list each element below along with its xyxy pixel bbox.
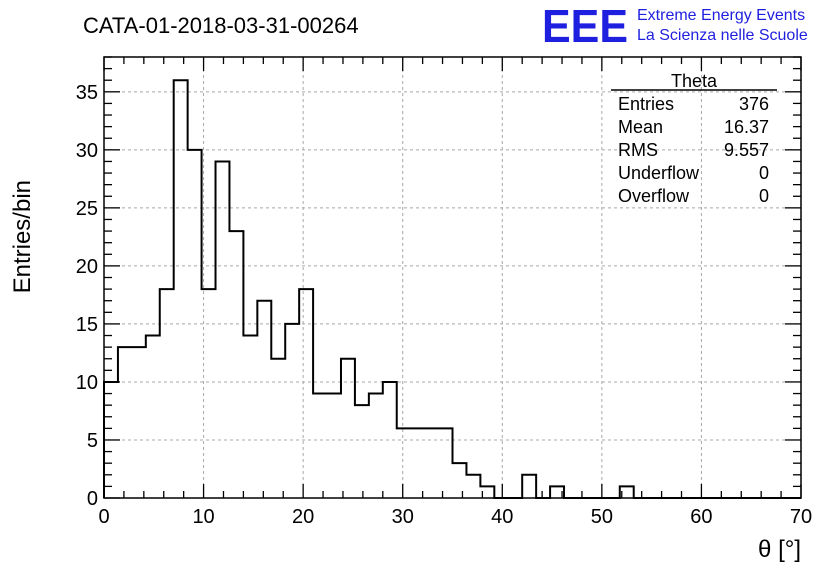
x-tick-label: 40 (491, 506, 513, 528)
eee-logo: EEE (542, 0, 628, 52)
x-axis-label: θ [°] (758, 536, 801, 563)
x-tick-label: 50 (591, 506, 613, 528)
histogram-bin (341, 359, 355, 498)
y-tick-label: 25 (76, 198, 98, 220)
histogram-bin (411, 428, 425, 498)
y-tick-label: 20 (76, 256, 98, 278)
stats-value: 0 (759, 163, 769, 183)
histogram-bin (174, 80, 188, 498)
x-tick-label: 20 (292, 506, 314, 528)
histogram-bin (355, 405, 369, 498)
histogram-bin (160, 289, 174, 498)
histogram-bin (466, 475, 480, 498)
histogram-bin (118, 347, 132, 498)
histogram-bin (522, 475, 536, 498)
y-tick-label: 0 (87, 488, 98, 510)
y-tick-label: 30 (76, 140, 98, 162)
histogram-bin (425, 428, 439, 498)
histogram-bin (257, 301, 271, 498)
stats-value: 0 (759, 186, 769, 206)
x-tick-label: 30 (392, 506, 414, 528)
histogram-bin (453, 463, 467, 498)
histogram-bin (313, 394, 327, 498)
stats-label: Underflow (618, 163, 700, 183)
histogram-bin (229, 231, 243, 498)
logo-line-2: La Scienza nelle Scuole (637, 27, 808, 44)
y-tick-label: 35 (76, 82, 98, 104)
histogram-bin (299, 289, 313, 498)
axis-tick-labels: 0 10 20 30 40 50 60 70 0 5 10 15 20 25 30 35 (76, 82, 812, 528)
stats-label: Entries (618, 94, 674, 114)
histogram-bin (439, 428, 453, 498)
histogram-series (103, 79, 801, 499)
stats-title: Theta (671, 71, 718, 91)
y-tick-label: 5 (87, 430, 98, 452)
stats-value: 16.37 (724, 117, 769, 137)
histogram-bin (188, 150, 202, 498)
logo-line-1: Extreme Energy Events (637, 7, 805, 24)
histogram-bin (132, 347, 146, 498)
histogram-bin (383, 382, 397, 498)
histogram-bin (216, 161, 230, 498)
x-tick-label: 10 (192, 506, 214, 528)
stats-label: Overflow (618, 186, 690, 206)
histogram-bin (202, 289, 216, 498)
x-tick-label: 60 (690, 506, 712, 528)
axis-ticks (103, 56, 802, 499)
histogram-outline (103, 79, 801, 499)
histogram-bin (146, 336, 160, 498)
y-axis-label: Entries/bin (9, 180, 36, 293)
run-title: CATA-01-2018-03-31-00264 (83, 13, 359, 38)
histogram-bin (243, 336, 257, 498)
stats-value: 9.557 (724, 140, 769, 160)
histogram-bin (397, 428, 411, 498)
stats-value: 376 (739, 94, 769, 114)
y-tick-label: 10 (76, 372, 98, 394)
stats-label: RMS (618, 140, 658, 160)
histogram-bin (327, 394, 341, 498)
x-tick-label: 0 (98, 506, 109, 528)
y-tick-label: 15 (76, 314, 98, 336)
x-tick-label: 70 (790, 506, 812, 528)
stats-label: Mean (618, 117, 663, 137)
stats-box: Theta Entries 376 Mean 16.37 RMS 9.557 Underfl… (611, 71, 777, 206)
histogram-bin (271, 359, 285, 498)
histogram-bin (285, 324, 299, 498)
histogram-bin (369, 394, 383, 498)
